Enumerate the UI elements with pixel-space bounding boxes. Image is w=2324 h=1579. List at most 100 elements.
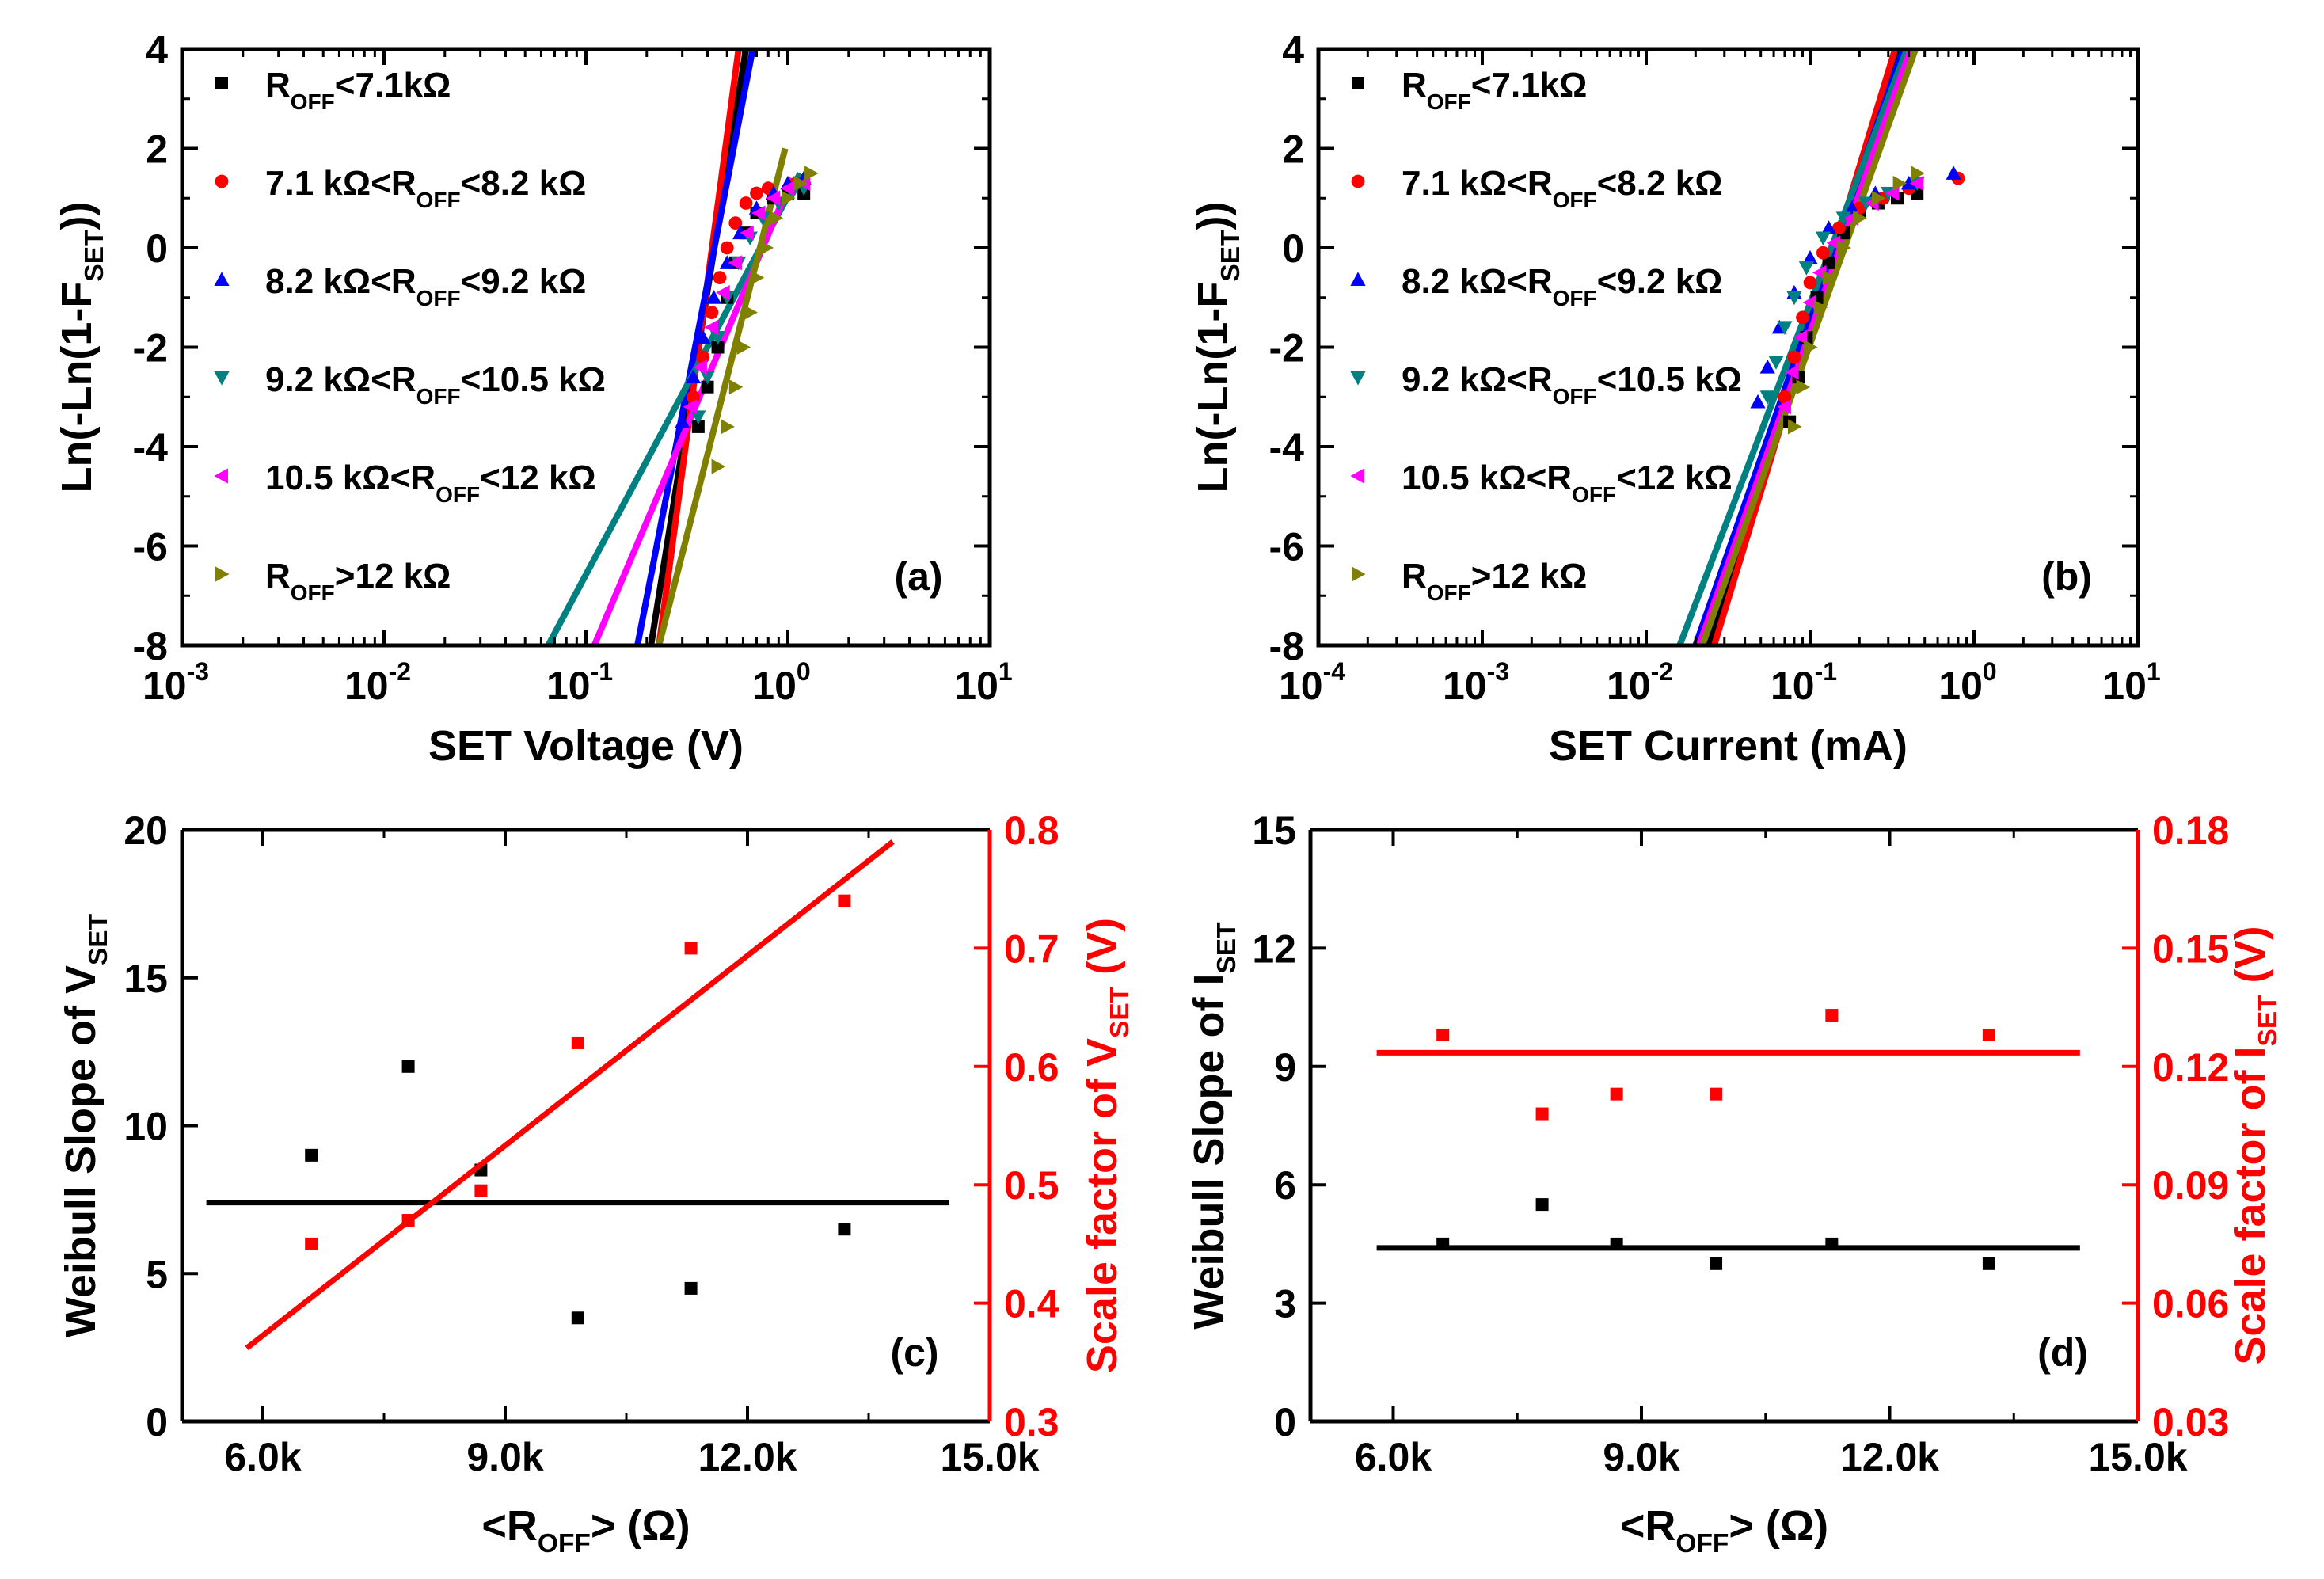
y-right-tick-label: 0.3	[1004, 1400, 1059, 1444]
data-point	[1982, 1257, 1995, 1270]
x-tick-exponent: 1	[998, 657, 1013, 686]
y-left-tick-label: 15	[1252, 809, 1296, 853]
data-point	[401, 1214, 415, 1227]
legend-text: 8.2 kΩ<R	[1402, 262, 1553, 301]
legend-text: 9.2 kΩ<R	[1402, 360, 1553, 399]
data-point	[804, 166, 819, 181]
data-point	[1778, 390, 1792, 404]
plot-area	[1676, 49, 1965, 645]
x-tick-exponent: -3	[1487, 657, 1509, 686]
x-tick-exponent: -1	[591, 657, 613, 686]
data-point	[780, 181, 794, 196]
y-left-axis-label-subscript: SET	[1212, 922, 1242, 974]
x-axis-label: <ROFF> (Ω)	[481, 1502, 690, 1558]
legend-subscript: OFF	[1572, 482, 1616, 507]
legend-label: 10.5 kΩ<ROFF<12 kΩ	[1402, 458, 1733, 507]
data-point	[1710, 1257, 1723, 1270]
data-point	[1901, 175, 1917, 190]
y-right-axis-label-subscript: SET	[2254, 995, 2283, 1047]
data-point	[401, 1060, 415, 1073]
data-point	[720, 241, 734, 255]
legend-label: 7.1 kΩ<ROFF<8.2 kΩ	[1402, 164, 1722, 212]
data-point	[750, 270, 765, 286]
y-tick-label: -2	[1269, 326, 1304, 371]
x-tick-label: 9.0k	[466, 1435, 544, 1479]
legend-subscript: OFF	[1553, 188, 1597, 212]
x-tick-label: 10-1	[1771, 657, 1837, 708]
data-point	[709, 330, 726, 345]
data-point	[739, 196, 753, 210]
y-tick-label: 4	[146, 28, 168, 72]
data-point	[1710, 1087, 1723, 1101]
x-tick-base: 10	[1771, 664, 1815, 708]
panel-c: 6.0k 9.0k 12.0k 15.0k 0 5 10 15 20 0.3 0.4 0.5 0.6 0.…	[57, 809, 1135, 1558]
panel-label: (d)	[2037, 1330, 2088, 1375]
x-tick-label: 10-2	[344, 657, 411, 708]
data-point	[1796, 310, 1809, 325]
legend-subscript: OFF	[1553, 286, 1597, 310]
legend-text: R	[1402, 66, 1427, 105]
y-right-axis-label: Scale factor of ISET (V)	[2227, 926, 2283, 1364]
legend-text: <10.5 kΩ	[461, 360, 606, 399]
y-right-tick-label: 0.15	[2152, 926, 2229, 971]
legend-text: <12 kΩ	[480, 458, 596, 497]
data-point	[305, 1148, 318, 1162]
x-tick-label: 100	[1938, 657, 1996, 708]
legend-text: <9.2 kΩ	[1597, 262, 1723, 301]
data-point	[728, 255, 742, 271]
data-point	[706, 290, 722, 304]
data-point	[728, 216, 743, 230]
data-point	[769, 210, 784, 226]
data-point	[1796, 379, 1811, 395]
y-tick-label: -6	[1269, 525, 1304, 569]
data-point	[571, 1036, 584, 1049]
legend-subscript: OFF	[291, 580, 335, 605]
data-point	[571, 1311, 584, 1325]
data-point	[740, 225, 754, 241]
data-point	[1787, 419, 1802, 435]
legend-text: R	[1402, 557, 1427, 595]
y-axis-label-subscript: SET	[1216, 230, 1246, 282]
y-left-tick-label: 6	[1274, 1163, 1296, 1208]
y-tick-label: -8	[133, 624, 168, 668]
data-point	[713, 271, 727, 285]
x-tick-label: 12.0k	[1840, 1435, 1939, 1479]
y-axis-label-subscript: SET	[80, 230, 109, 282]
legend-subscript: OFF	[1427, 580, 1471, 605]
y-right-axis-label-part: Scale factor of I	[2227, 1046, 2274, 1364]
legend-label: 8.2 kΩ<ROFF<9.2 kΩ	[265, 262, 586, 310]
data-point	[1786, 291, 1802, 306]
data-point	[1610, 1087, 1623, 1101]
legend-text: <12 kΩ	[1616, 458, 1733, 497]
y-tick-label: -2	[133, 326, 168, 371]
data-point	[759, 240, 774, 256]
data-point	[736, 339, 751, 356]
x-tick-label: 6.0k	[224, 1435, 302, 1479]
y-right-tick-label: 0.09	[2152, 1163, 2229, 1208]
y-right-axis-label-part: (V)	[2227, 926, 2274, 995]
y-right-tick-label: 0.12	[2152, 1045, 2229, 1090]
y-right-tick-label: 0.7	[1004, 926, 1059, 971]
data-point	[1535, 1107, 1549, 1121]
data-point	[690, 410, 706, 424]
y-tick-label: -4	[133, 425, 169, 470]
data-point	[675, 414, 690, 428]
data-point	[685, 369, 702, 384]
data-point	[716, 284, 730, 301]
data-point	[684, 1281, 698, 1295]
x-axis-label-part: <R	[1620, 1502, 1676, 1550]
x-tick-label: 101	[954, 657, 1012, 708]
x-tick-label: 10-3	[1443, 657, 1509, 708]
data-point	[1835, 211, 1851, 226]
panel-label: (b)	[2041, 554, 2092, 599]
x-tick-label: 101	[2102, 657, 2160, 708]
fit-line	[245, 839, 895, 1351]
x-tick-exponent: 0	[1983, 657, 1997, 686]
data-point	[305, 1237, 318, 1250]
data-point	[782, 190, 796, 206]
data-point	[1436, 1028, 1450, 1041]
data-point	[838, 894, 851, 907]
y-tick-label: 0	[146, 226, 168, 271]
data-point	[1750, 394, 1766, 409]
